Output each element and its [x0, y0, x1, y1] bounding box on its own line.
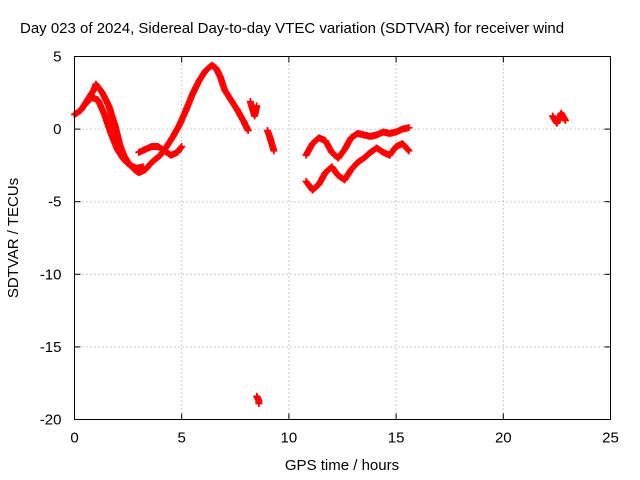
chart-title: Day 023 of 2024, Sidereal Day-to-day VTE…: [20, 20, 564, 37]
y-tick-label: -20: [40, 412, 62, 429]
series-segment-9h: [263, 127, 278, 155]
x-axis-label: GPS time / hours: [285, 457, 399, 474]
x-tick-label: 0: [70, 430, 78, 447]
data-point: [178, 143, 186, 151]
y-axis-label: SDTVAR / TECUs: [5, 178, 22, 298]
series-segment-8-9h: [246, 98, 261, 120]
data-point: [404, 146, 412, 154]
x-tick-label: 10: [281, 430, 298, 447]
data-point: [253, 102, 261, 110]
data-point: [177, 144, 185, 152]
data-point: [405, 124, 413, 132]
data-point: [405, 147, 413, 155]
x-axis-ticks: 0 5 10 15 20 25: [70, 56, 619, 447]
plot-frame: [74, 56, 611, 420]
grid-lines: [74, 56, 611, 420]
y-tick-label: 0: [53, 121, 61, 138]
data-points: [71, 61, 569, 408]
y-tick-label: -5: [48, 194, 61, 211]
x-tick-label: 15: [388, 430, 405, 447]
data-point: [244, 127, 252, 135]
y-tick-label: -10: [40, 266, 62, 283]
y-tick-label: -15: [40, 339, 62, 356]
series-outlier: [253, 392, 263, 408]
series-cluster-10-16h-lower: [302, 140, 413, 194]
data-point: [561, 116, 569, 124]
series-cluster-10-16h-upper: [302, 124, 413, 162]
x-tick-label: 25: [602, 430, 619, 447]
series-cluster-22h: [549, 109, 569, 127]
y-axis-ticks: 5 0 -5 -10 -15 -20: [40, 49, 611, 429]
series-main-band: [71, 61, 252, 177]
data-point: [270, 147, 278, 155]
data-point: [255, 400, 263, 408]
data-point: [139, 163, 147, 171]
series-inner-loop-3-5h: [135, 143, 186, 159]
x-tick-label: 5: [178, 430, 186, 447]
y-tick-label: 5: [53, 49, 61, 66]
x-tick-label: 20: [495, 430, 512, 447]
series-main-band-lower: [81, 93, 147, 172]
